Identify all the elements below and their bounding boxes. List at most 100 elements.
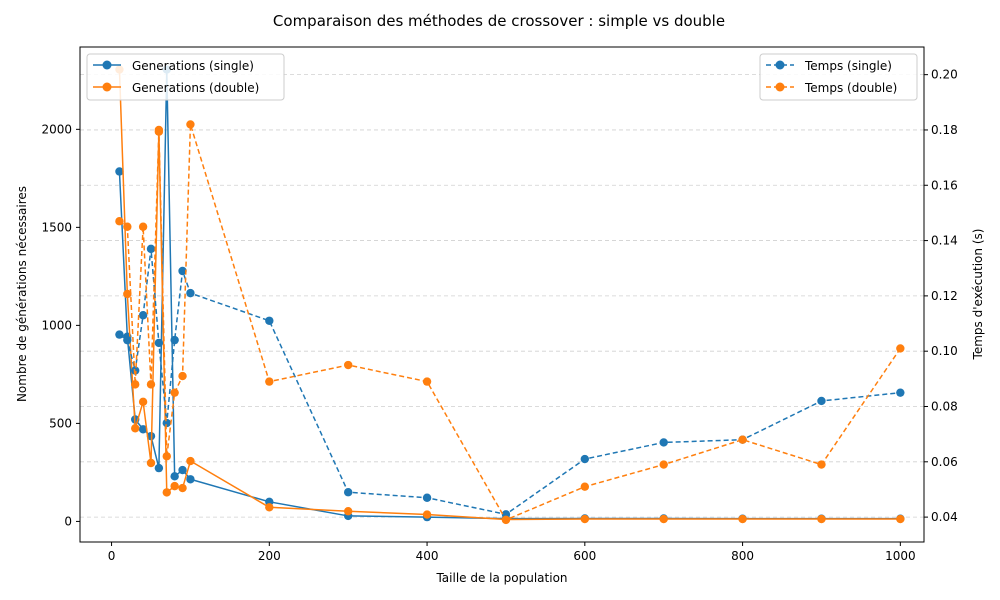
y-right-tick-label: 0.14 <box>931 234 958 248</box>
series-line-temps-single <box>119 248 901 516</box>
data-point-generations-double <box>146 458 156 468</box>
series-line-temps-double <box>119 123 901 521</box>
legend-label-generations-single: Generations (single) <box>132 59 254 73</box>
y-right-tick-label: 0.10 <box>931 344 958 358</box>
data-point-generations-double <box>123 289 132 299</box>
data-point-temps-single <box>580 454 590 464</box>
data-point-generations-double <box>131 424 140 433</box>
y-left-tick-label: 1000 <box>41 318 72 332</box>
data-point-generations-single <box>138 425 148 434</box>
data-point-generations-double <box>170 481 179 491</box>
data-point-generations-double <box>659 514 668 524</box>
data-point-generations-single <box>178 465 187 475</box>
data-point-temps-single <box>817 396 826 406</box>
y-right-tick-label: 0.12 <box>931 289 958 303</box>
data-point-temps-single <box>138 311 148 320</box>
data-point-generations-double <box>896 514 905 524</box>
data-point-temps-single <box>115 330 124 339</box>
data-point-temps-double <box>138 222 148 231</box>
data-point-temps-double <box>817 460 826 469</box>
data-point-generations-double <box>738 514 747 524</box>
series-layer <box>115 65 905 525</box>
data-point-temps-double <box>265 377 274 386</box>
data-point-temps-double <box>178 371 187 381</box>
data-point-temps-double <box>170 388 179 397</box>
data-point-generations-double <box>138 397 148 407</box>
y-right-tick-label: 0.08 <box>931 399 958 413</box>
legend-right-box <box>759 53 918 101</box>
data-point-temps-double <box>580 482 590 491</box>
data-point-temps-double <box>738 435 747 444</box>
data-point-generations-double <box>186 456 195 466</box>
legend-left: Generations (single) Generations (double… <box>86 53 285 101</box>
y-left-tick-label: 0 <box>64 514 72 528</box>
series-line-generations-single <box>118 68 901 520</box>
x-tick-label: 400 <box>416 549 439 563</box>
data-point-temps-double <box>896 344 905 353</box>
y-left-tick-label: 1500 <box>41 220 72 234</box>
data-point-generations-double <box>265 503 274 512</box>
data-point-temps-single <box>265 316 274 325</box>
data-point-temps-double <box>146 380 156 389</box>
legend-left-box <box>86 53 285 101</box>
legend-marker-temps-double <box>775 82 785 92</box>
data-point-temps-double <box>131 380 140 389</box>
y-right-tick-label: 0.18 <box>931 123 958 137</box>
x-tick-label: 800 <box>731 549 754 563</box>
x-axis-title: Taille de la population <box>435 571 567 585</box>
legend-right: Temps (single) Temps (double) <box>759 53 918 101</box>
data-point-temps-single <box>343 488 353 497</box>
y-right-tick-label: 0.20 <box>931 68 958 82</box>
data-point-temps-double <box>186 120 195 129</box>
data-point-generations-double <box>178 483 187 493</box>
data-point-temps-single <box>178 266 187 276</box>
y-right-tick-label: 0.06 <box>931 455 958 469</box>
data-point-temps-double <box>123 222 132 231</box>
series-temps-double <box>115 120 905 525</box>
data-point-temps-double <box>343 360 353 370</box>
y-axis-left-title: Nombre de générations nécessaires <box>15 186 29 402</box>
plot-frame <box>79 46 925 543</box>
series-temps-single <box>115 244 905 519</box>
data-point-temps-double <box>162 452 171 461</box>
data-point-generations-single <box>170 472 179 481</box>
data-point-temps-single <box>123 335 132 345</box>
y-axis-right-title: Temps d'exécution (s) <box>971 229 985 361</box>
legend-marker-generations-double <box>102 82 112 92</box>
x-tick-label: 200 <box>258 549 281 563</box>
data-point-generations-double <box>817 514 826 524</box>
chart-title: Comparaison des méthodes de crossover : … <box>273 12 725 30</box>
data-point-generations-double <box>422 510 432 519</box>
legend-marker-generations-single <box>102 60 112 70</box>
data-point-generations-double <box>162 488 171 497</box>
series-generations-single <box>115 65 905 523</box>
y-left-tick-label: 2000 <box>41 122 72 136</box>
x-tick-label: 600 <box>573 549 596 563</box>
x-tick-label: 0 <box>108 549 116 563</box>
legend-marker-temps-single <box>775 60 785 70</box>
data-point-temps-single <box>170 335 179 345</box>
data-point-temps-single <box>422 493 432 502</box>
data-point-temps-double <box>659 460 668 469</box>
y-right-tick-label: 0.16 <box>931 178 958 192</box>
y-right-tick-label: 0.04 <box>931 510 958 524</box>
data-point-temps-single <box>154 338 164 348</box>
legend-label-temps-double: Temps (double) <box>804 81 897 95</box>
data-point-temps-single <box>659 438 668 447</box>
y-left-tick-label: 500 <box>49 416 72 430</box>
data-point-temps-double <box>115 217 124 226</box>
legend-label-temps-single: Temps (single) <box>804 59 892 73</box>
grid-layer <box>80 74 924 518</box>
data-point-temps-double <box>422 377 432 386</box>
data-point-temps-single <box>896 388 905 397</box>
data-point-generations-single <box>154 463 164 473</box>
x-tick-label: 1000 <box>885 549 916 563</box>
axis-layer: 0 200 400 600 800 1000 0 500 1000 1500 2000 0.04 0.0… <box>41 68 957 563</box>
data-point-generations-double <box>343 507 353 516</box>
data-point-temps-single <box>146 244 156 254</box>
data-point-temps-double <box>154 125 164 135</box>
legend-label-generations-double: Generations (double) <box>132 81 259 95</box>
data-point-temps-double <box>501 515 511 525</box>
data-point-generations-double <box>580 514 590 524</box>
